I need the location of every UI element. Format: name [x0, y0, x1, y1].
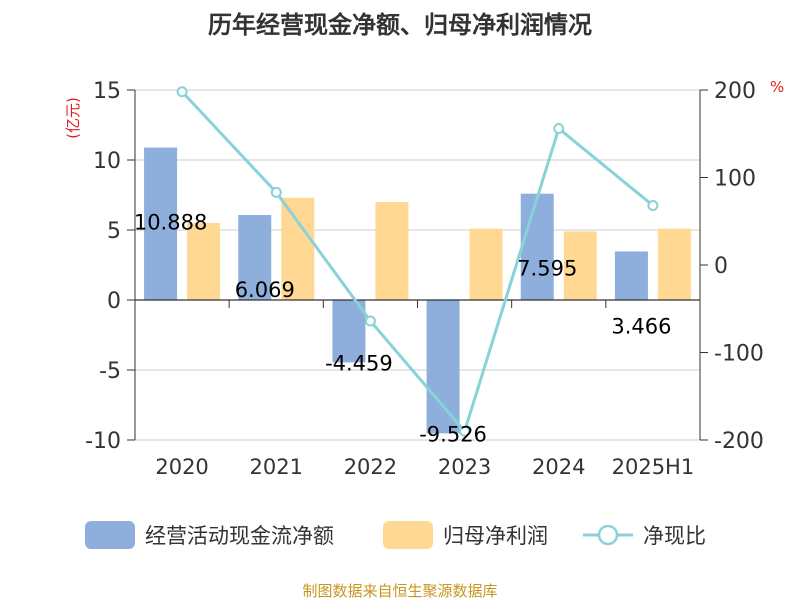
- net-profit-bar: [469, 228, 503, 300]
- ratio-point: [647, 200, 659, 211]
- legend-label: 归母净利润: [443, 524, 548, 548]
- legend-item[interactable]: 归母净利润: [383, 521, 548, 549]
- category-label: 2022: [344, 455, 397, 479]
- ratio-point: [270, 186, 282, 198]
- cashflow-data-label: 3.466: [611, 314, 671, 338]
- right-tick-label: 100: [714, 167, 756, 192]
- left-tick-label: -10: [85, 429, 121, 454]
- left-axis: 15 10 5 0 -5 -10: [85, 79, 136, 454]
- right-tick-label: -100: [714, 342, 764, 367]
- right-tick-label: -200: [714, 429, 764, 454]
- chart-title: 历年经营现金净额、归母净利润情况: [208, 11, 592, 39]
- cashflow-bar: [332, 300, 366, 363]
- source-note: 制图数据来自恒生聚源数据库: [302, 582, 497, 600]
- left-tick-label: -5: [99, 359, 121, 384]
- category-label: 2020: [155, 455, 208, 479]
- ratio-point: [176, 86, 188, 98]
- gridlines: [135, 89, 700, 441]
- net-profit-bar: [657, 228, 691, 300]
- legend-swatch: [85, 521, 135, 549]
- net-profit-bar: [563, 231, 597, 300]
- left-axis-unit: (亿元): [64, 97, 82, 139]
- legend-marker-icon: [597, 524, 619, 546]
- category-label: 2025H1: [612, 455, 695, 479]
- left-tick-label: 0: [107, 289, 121, 314]
- ratio-line: [180, 90, 654, 435]
- legend[interactable]: 经营活动现金流净额 归母净利润 净现比: [85, 521, 706, 549]
- ratio-point: [553, 123, 565, 134]
- data-labels: 10.888 6.069 -4.459 -9.526 7.595 3.466: [134, 211, 672, 447]
- cashflow-data-label: 10.888: [134, 211, 207, 235]
- cashflow-data-label: -4.459: [325, 351, 393, 375]
- cashflow-bar: [520, 193, 554, 300]
- category-label: 2021: [250, 455, 303, 479]
- cashflow-bar: [144, 147, 178, 300]
- category-label: 2024: [532, 455, 585, 479]
- ratio-point: [459, 425, 471, 437]
- line-series: [176, 86, 659, 437]
- net-profit-bar: [281, 197, 315, 300]
- left-tick-label: 15: [93, 79, 121, 104]
- cashflow-data-label: 7.595: [517, 257, 577, 281]
- bar-series: [144, 147, 691, 434]
- right-axis: 200 100 0 -100 -200: [699, 79, 764, 454]
- category-labels: 2020 2021 2022 2023 2024 2025H1: [155, 455, 694, 479]
- cashflow-data-label: -9.526: [419, 422, 487, 446]
- cashflow-bar: [238, 215, 272, 300]
- legend-label: 经营活动现金流净额: [145, 524, 334, 548]
- ratio-point: [364, 315, 376, 327]
- legend-label: 净现比: [643, 524, 706, 548]
- cashflow-bar: [426, 300, 460, 434]
- category-label: 2023: [438, 455, 491, 479]
- legend-swatch: [383, 521, 433, 549]
- right-tick-label: 0: [714, 254, 728, 279]
- net-profit-bar: [187, 223, 221, 300]
- legend-item[interactable]: 净现比: [583, 524, 706, 548]
- right-axis-unit: %: [770, 78, 784, 96]
- x-axis: [134, 299, 701, 308]
- cashflow-data-label: 6.069: [235, 278, 295, 302]
- legend-item[interactable]: 经营活动现金流净额: [85, 521, 334, 549]
- left-tick-label: 10: [93, 149, 121, 174]
- left-tick-label: 5: [107, 219, 121, 244]
- net-profit-bar: [375, 202, 409, 300]
- cashflow-bar: [614, 251, 648, 300]
- right-tick-label: 200: [714, 79, 756, 104]
